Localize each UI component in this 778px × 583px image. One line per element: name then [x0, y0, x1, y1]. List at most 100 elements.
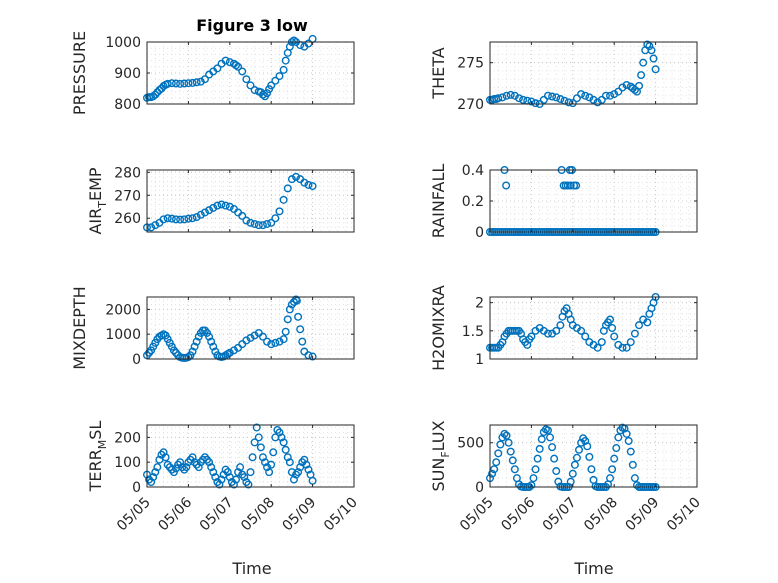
data-point	[207, 337, 216, 346]
y-tick-label: 0	[475, 225, 484, 241]
y-tick-label: 1	[475, 352, 484, 368]
data-point	[244, 480, 253, 489]
data-point	[570, 460, 579, 469]
data-point	[552, 93, 561, 102]
subplot-pressure: 800 900 1000 PRESSURE	[70, 31, 355, 115]
data-point	[608, 324, 617, 333]
data-point	[649, 54, 658, 63]
data-point	[209, 342, 218, 351]
y-tick-label: 270	[457, 97, 484, 113]
data-point	[550, 454, 559, 463]
data-point	[494, 94, 503, 103]
y-axis-label: RAINFALL	[429, 164, 448, 239]
data-point	[519, 95, 528, 104]
data-point	[171, 215, 180, 224]
data-point	[213, 201, 222, 210]
data-point	[267, 81, 276, 90]
y-tick-label: 2	[475, 296, 484, 312]
figure-title: Figure 3 low	[196, 16, 308, 35]
axes-frame	[489, 296, 698, 360]
data-point	[238, 211, 247, 220]
data-point	[506, 90, 515, 99]
data-point	[229, 346, 238, 355]
data-point	[250, 219, 259, 228]
data-point	[182, 463, 191, 472]
data-point	[606, 91, 615, 100]
data-point	[192, 78, 201, 87]
plot-area	[490, 42, 697, 104]
y-tick-label: 275	[457, 56, 484, 72]
axes-frame	[489, 424, 698, 488]
data-point	[292, 172, 301, 181]
data-point	[275, 72, 284, 81]
data-series	[486, 40, 660, 108]
axes-frame	[146, 169, 355, 233]
data-point	[254, 221, 263, 230]
data-point	[548, 92, 557, 101]
data-series	[142, 172, 317, 232]
data-point	[514, 94, 523, 103]
data-point	[238, 67, 247, 76]
data-point	[622, 343, 631, 352]
data-point	[285, 305, 294, 314]
data-point	[252, 423, 261, 432]
data-point	[488, 469, 497, 478]
data-point	[502, 431, 511, 440]
data-point	[300, 178, 309, 187]
data-point	[180, 79, 189, 88]
data-point	[539, 95, 548, 104]
data-point	[285, 458, 294, 467]
data-point	[184, 79, 193, 88]
data-point	[496, 440, 505, 449]
data-point	[296, 325, 305, 334]
data-point	[221, 201, 230, 210]
data-point	[223, 468, 232, 477]
data-point	[552, 326, 561, 335]
data-point	[543, 329, 552, 338]
data-point	[527, 481, 536, 490]
y-axis-label: SUNFLUX	[429, 420, 452, 491]
data-point	[188, 453, 197, 462]
data-point	[217, 475, 226, 484]
data-point	[205, 458, 214, 467]
data-point	[242, 336, 251, 345]
y-axis-label: H2OMIXRA	[429, 285, 448, 371]
data-point	[577, 90, 586, 99]
data-point	[151, 468, 160, 477]
data-point	[527, 332, 536, 341]
data-point	[610, 90, 619, 99]
data-point	[531, 465, 540, 474]
data-point	[263, 89, 272, 98]
data-point	[308, 182, 317, 191]
data-point	[209, 203, 218, 212]
data-point	[552, 467, 561, 476]
data-point	[626, 447, 635, 456]
data-point	[167, 214, 176, 223]
data-point	[250, 438, 259, 447]
data-point	[246, 333, 255, 342]
data-point	[651, 65, 660, 74]
data-point	[614, 87, 623, 96]
y-axis-label: AIRTEMP	[86, 167, 109, 234]
data-point	[287, 175, 296, 184]
data-point	[639, 58, 648, 67]
data-point	[575, 445, 584, 454]
y-tick-label: 800	[114, 97, 141, 113]
data-point	[279, 195, 288, 204]
data-point	[200, 75, 209, 84]
data-point	[190, 342, 199, 351]
data-point	[192, 213, 201, 222]
y-tick-label: 1000	[105, 35, 141, 51]
data-point	[504, 438, 513, 447]
data-point	[500, 429, 509, 438]
plot-area	[147, 42, 354, 104]
data-point	[258, 221, 267, 230]
data-point	[610, 332, 619, 341]
x-axis-label-right: Time	[573, 559, 613, 578]
data-point	[566, 477, 575, 486]
data-point	[242, 75, 251, 84]
data-point	[153, 463, 162, 472]
data-point	[635, 81, 644, 90]
data-point	[289, 36, 298, 45]
data-point	[492, 458, 501, 467]
